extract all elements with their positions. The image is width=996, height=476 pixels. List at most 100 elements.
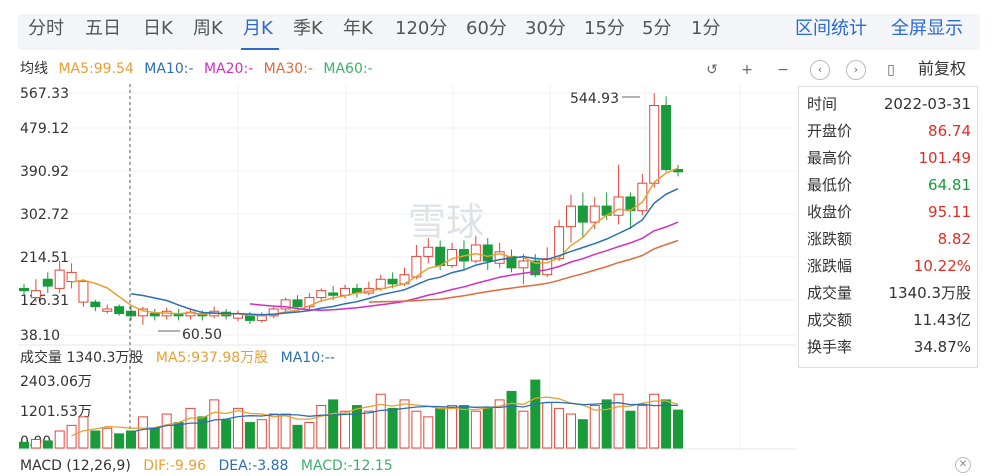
candle-body bbox=[435, 246, 446, 267]
candle-body bbox=[375, 278, 386, 289]
info-row-volume: 成交量 1340.3万股 bbox=[799, 280, 979, 307]
info-value: 11.43亿 bbox=[913, 311, 971, 329]
moving-average-lines bbox=[71, 167, 679, 317]
volume-bar bbox=[292, 424, 303, 449]
tab-weekly-k[interactable]: 周K bbox=[193, 18, 223, 39]
tab-intraday[interactable]: 分时 bbox=[28, 18, 64, 39]
candle-body bbox=[565, 205, 576, 228]
candle-style-icon[interactable]: ▯ bbox=[887, 62, 895, 78]
volume-bar bbox=[280, 413, 291, 449]
info-row-close: 收盘价 95.11 bbox=[799, 199, 979, 226]
volume-bar bbox=[577, 419, 588, 449]
volume-bar bbox=[482, 407, 493, 449]
tab-quarterly-k[interactable]: 季K bbox=[293, 18, 323, 39]
info-key: 开盘价 bbox=[807, 122, 853, 140]
volume-bar bbox=[613, 393, 624, 449]
tab-5min[interactable]: 5分 bbox=[642, 18, 672, 39]
volume-bar bbox=[66, 424, 77, 449]
ma30-value: MA30:- bbox=[263, 61, 313, 77]
price-tick-label: 390.92 bbox=[20, 164, 69, 180]
candle-body bbox=[613, 196, 624, 216]
ma60-value: MA60:- bbox=[323, 61, 373, 77]
macd-dea: DEA:-3.88 bbox=[218, 458, 289, 474]
info-key: 换手率 bbox=[807, 338, 853, 356]
candle-body bbox=[126, 310, 137, 317]
prev-icon[interactable]: ‹ bbox=[810, 60, 830, 80]
price-axis: 567.33 479.12 390.92 302.72 214.51 126.31 38.1… bbox=[20, 86, 69, 344]
volume-bar bbox=[565, 413, 576, 449]
volume-bar bbox=[328, 399, 339, 449]
volume-bar bbox=[494, 399, 505, 449]
volume-bar bbox=[137, 416, 148, 449]
info-key: 涨跌幅 bbox=[807, 257, 853, 275]
volume-bar bbox=[149, 427, 160, 449]
tab-1min[interactable]: 1分 bbox=[691, 18, 721, 39]
candle-body bbox=[149, 313, 160, 317]
info-value: 8.82 bbox=[937, 230, 971, 248]
candle-body bbox=[90, 301, 101, 308]
tab-yearly-k[interactable]: 年K bbox=[343, 18, 373, 39]
extreme-annotations: 544.93 60.50 bbox=[158, 91, 640, 343]
volume-bar bbox=[470, 410, 481, 449]
volume-bar bbox=[637, 405, 648, 449]
volume-bar bbox=[42, 440, 53, 449]
price-tick-label: 214.51 bbox=[20, 250, 69, 266]
candle-body bbox=[280, 299, 291, 310]
volume-bar bbox=[221, 419, 232, 449]
info-key: 最低价 bbox=[807, 176, 853, 194]
tab-strip-background bbox=[18, 14, 980, 50]
info-value: 101.49 bbox=[918, 149, 972, 167]
tab-daily-k[interactable]: 日K bbox=[143, 18, 173, 39]
ma10-line bbox=[130, 188, 679, 316]
tab-15min[interactable]: 15分 bbox=[584, 18, 625, 39]
price-tick-label: 302.72 bbox=[20, 207, 69, 223]
candle-body bbox=[530, 260, 541, 276]
volume-bar bbox=[530, 379, 541, 449]
info-value: 86.74 bbox=[928, 122, 971, 140]
tab-30min[interactable]: 30分 bbox=[525, 18, 566, 39]
candle-body bbox=[661, 104, 672, 171]
volume-bar bbox=[363, 410, 374, 449]
volume-bar bbox=[589, 405, 600, 449]
volume-bar bbox=[197, 416, 208, 449]
candle-body bbox=[19, 287, 29, 292]
tab-120min[interactable]: 120分 bbox=[395, 18, 448, 39]
ma30-line bbox=[368, 239, 679, 303]
close-icon[interactable]: ✕ bbox=[955, 457, 971, 473]
volume-ma10-line bbox=[130, 401, 679, 433]
candle-body bbox=[518, 260, 529, 269]
volume-tick-label: 2403.06万 bbox=[20, 374, 92, 390]
candle-body bbox=[482, 244, 493, 262]
info-row-time: 时间 2022-03-31 bbox=[799, 91, 979, 118]
tab-60min[interactable]: 60分 bbox=[466, 18, 507, 39]
undo-icon[interactable]: ↺ bbox=[706, 62, 718, 78]
fullscreen-link[interactable]: 全屏显示 bbox=[891, 18, 963, 39]
tab-monthly-k[interactable]: 月K bbox=[243, 18, 273, 39]
info-key: 最高价 bbox=[807, 149, 853, 167]
volume-ma10: MA10:-- bbox=[280, 350, 335, 366]
volume-bar bbox=[649, 393, 660, 449]
price-adjust-toggle[interactable]: 前复权 bbox=[918, 59, 967, 78]
volume-bar bbox=[114, 433, 125, 449]
candle-body bbox=[114, 306, 125, 315]
candle-body bbox=[137, 308, 148, 317]
volume-bar bbox=[506, 390, 517, 449]
macd-label: MACD (12,26,9) bbox=[20, 458, 131, 474]
candle-body bbox=[66, 271, 77, 283]
volume-ma5: MA5:937.98万股 bbox=[155, 350, 269, 366]
volume-bar bbox=[256, 419, 267, 449]
zoom-in-icon[interactable]: + bbox=[741, 62, 753, 78]
range-stats-link[interactable]: 区间统计 bbox=[795, 18, 867, 39]
volume-bar bbox=[601, 399, 612, 449]
ma20-line bbox=[249, 221, 679, 312]
volume-bar bbox=[185, 407, 196, 449]
info-key: 成交额 bbox=[807, 311, 853, 329]
candle-body bbox=[649, 104, 660, 184]
next-icon[interactable]: › bbox=[846, 60, 866, 80]
tab-five-day[interactable]: 五日 bbox=[85, 18, 121, 39]
info-key: 收盘价 bbox=[807, 203, 853, 221]
info-value: 34.87% bbox=[913, 338, 971, 356]
volume-bar bbox=[554, 407, 565, 449]
zoom-out-icon[interactable]: − bbox=[777, 62, 789, 78]
